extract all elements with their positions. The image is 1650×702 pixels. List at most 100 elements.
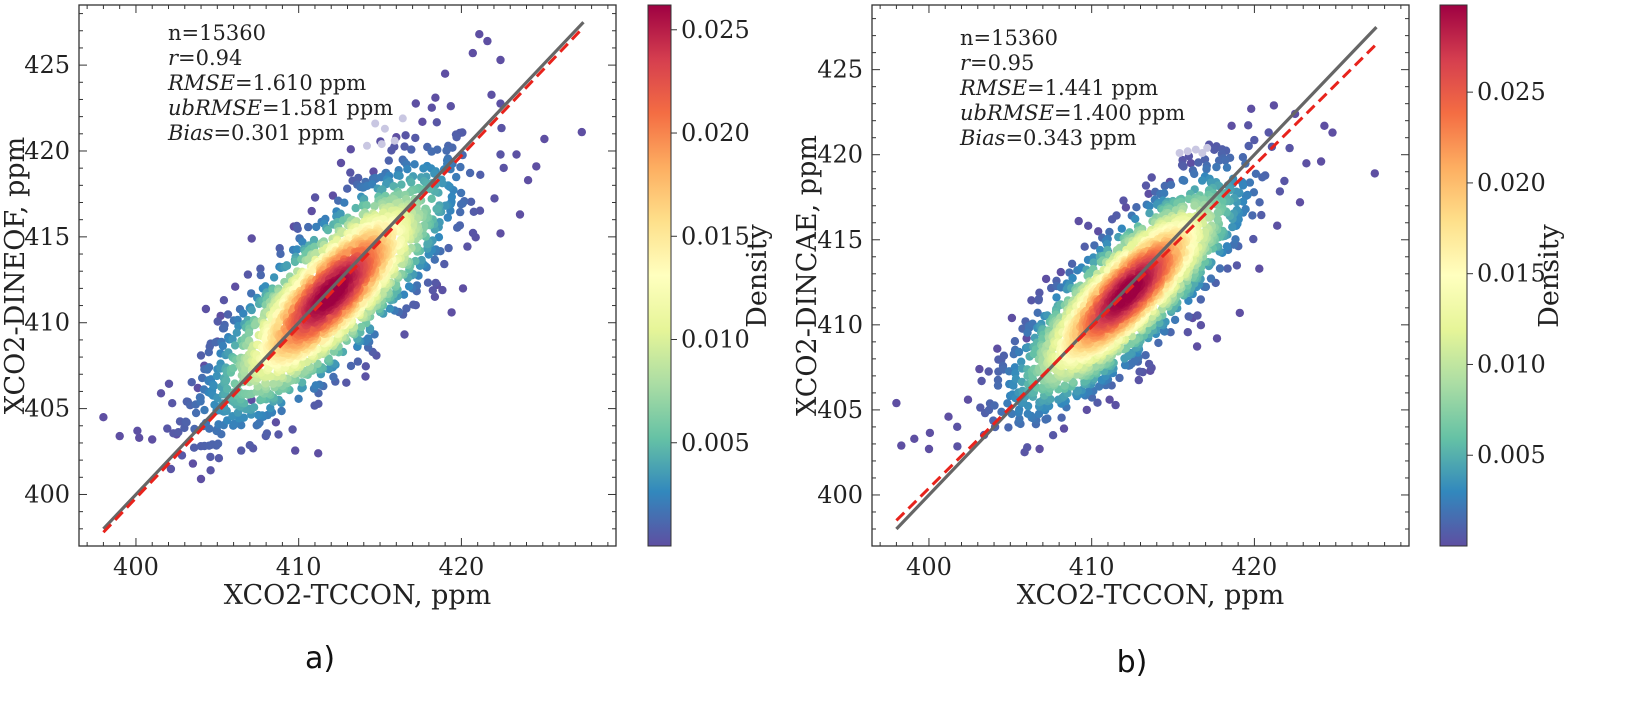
colorbar-label: Density xyxy=(1534,223,1565,327)
data-point xyxy=(256,264,265,273)
data-point-outlier xyxy=(975,364,984,374)
data-point xyxy=(336,209,345,218)
data-point xyxy=(1273,221,1282,230)
stats-line-bias: Bias=0.301 ppm xyxy=(167,121,345,145)
colorbar-tick-label: 0.005 xyxy=(681,429,750,457)
data-point xyxy=(357,322,366,332)
data-point xyxy=(1196,321,1206,330)
data-point-outlier xyxy=(475,30,484,39)
data-point xyxy=(353,357,363,366)
data-point-faint xyxy=(380,124,389,133)
data-point xyxy=(487,90,496,100)
data-point xyxy=(441,201,450,210)
data-point xyxy=(1073,386,1083,395)
data-point xyxy=(251,319,260,329)
data-point xyxy=(1223,264,1232,273)
data-point-outlier xyxy=(892,398,901,408)
data-point xyxy=(247,305,256,315)
data-point xyxy=(230,419,239,428)
data-point xyxy=(419,164,428,173)
data-point-outlier xyxy=(1056,267,1066,277)
y-axis-title: XCO2-DINCAE, ppm xyxy=(792,135,823,416)
data-point xyxy=(1060,381,1069,390)
data-point xyxy=(1027,296,1036,305)
data-point xyxy=(1238,197,1248,206)
colorbar-gradient xyxy=(1439,4,1468,547)
data-point-outlier xyxy=(1320,121,1329,130)
colorbar-label: Density xyxy=(742,223,773,327)
data-point xyxy=(218,341,228,351)
data-point xyxy=(1214,156,1224,165)
data-point xyxy=(456,200,466,209)
data-point xyxy=(1228,222,1237,232)
data-point-faint xyxy=(390,136,399,145)
data-point-faint xyxy=(1203,143,1212,152)
data-point xyxy=(312,222,321,232)
y-tick-label: 425 xyxy=(817,56,863,84)
data-point xyxy=(206,452,215,462)
data-point-outlier xyxy=(1269,101,1279,110)
data-point xyxy=(1183,328,1193,337)
data-point-outlier xyxy=(532,162,541,171)
data-point xyxy=(187,378,196,387)
data-point xyxy=(196,397,205,406)
data-point xyxy=(211,338,220,347)
data-point-outlier xyxy=(418,117,427,127)
data-point-faint xyxy=(398,114,407,123)
data-point-outlier xyxy=(1212,334,1222,343)
data-point xyxy=(1179,162,1188,171)
data-point xyxy=(292,245,302,254)
data-point xyxy=(1212,162,1221,172)
data-point xyxy=(291,446,300,455)
data-point xyxy=(452,133,461,142)
data-point xyxy=(446,102,455,111)
data-point xyxy=(191,408,201,418)
data-point-faint xyxy=(1198,149,1207,157)
data-point xyxy=(243,270,253,279)
data-point xyxy=(166,464,176,474)
data-point xyxy=(1022,443,1032,452)
data-point xyxy=(245,441,254,450)
x-tick-label: 400 xyxy=(906,553,952,581)
data-point xyxy=(310,401,319,410)
y-tick-label: 420 xyxy=(817,141,863,169)
data-point xyxy=(440,259,449,269)
data-point xyxy=(407,178,416,187)
data-point xyxy=(1105,227,1114,237)
data-point xyxy=(447,192,456,201)
data-point-outlier xyxy=(1041,274,1051,284)
x-tick-label: 420 xyxy=(1232,553,1278,581)
data-point xyxy=(370,202,379,211)
data-point xyxy=(189,443,199,452)
data-point xyxy=(428,286,437,295)
colorbar-tick-label: 0.005 xyxy=(1477,441,1546,469)
data-point xyxy=(953,442,962,451)
stats-line-bias: Bias=0.343 ppm xyxy=(959,126,1137,150)
data-point xyxy=(1089,258,1098,267)
data-point xyxy=(277,406,286,416)
data-point xyxy=(999,351,1009,360)
data-point xyxy=(1251,169,1261,178)
x-tick-label: 400 xyxy=(113,553,159,581)
data-point xyxy=(204,348,213,357)
data-point xyxy=(925,428,935,438)
data-point xyxy=(402,304,411,313)
data-point-outlier xyxy=(523,176,533,185)
data-point xyxy=(1222,163,1232,172)
data-point xyxy=(290,257,300,267)
data-point-outlier xyxy=(1316,157,1326,166)
data-point xyxy=(324,354,333,363)
data-point xyxy=(432,204,441,214)
data-point-outlier xyxy=(910,434,919,443)
colorbar-tick-label: 0.020 xyxy=(681,119,750,147)
data-point xyxy=(984,367,993,376)
data-point xyxy=(1275,187,1285,196)
data-point xyxy=(288,425,297,434)
data-point xyxy=(1134,375,1144,385)
data-point-outlier xyxy=(346,145,355,154)
data-point xyxy=(1166,180,1176,189)
data-point-outlier xyxy=(1094,227,1103,236)
data-point xyxy=(423,278,433,287)
